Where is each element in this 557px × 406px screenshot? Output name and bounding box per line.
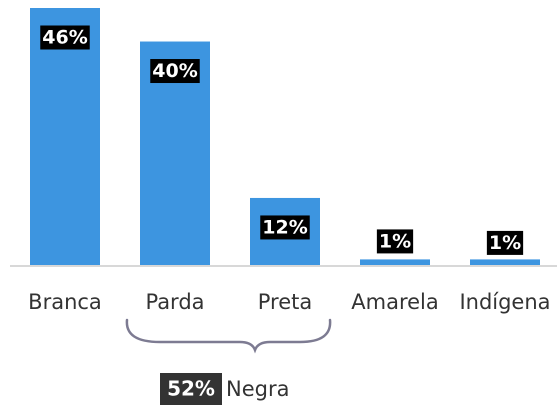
value-label-box	[486, 230, 524, 255]
bar	[360, 259, 430, 265]
annotation-box	[160, 373, 222, 405]
value-label: 40%	[152, 60, 197, 82]
annotation-label: 52%	[167, 377, 215, 401]
value-label: 46%	[42, 27, 87, 49]
value-label-box	[260, 215, 310, 240]
value-label-box	[376, 229, 414, 254]
bar	[30, 8, 100, 265]
value-label-box	[40, 25, 90, 50]
x-tick-label: Parda	[145, 290, 204, 314]
value-label-box	[150, 59, 200, 84]
bar	[470, 259, 540, 265]
x-tick-label: Amarela	[351, 290, 439, 314]
value-label: 1%	[379, 230, 411, 252]
annotation-text: Negra	[226, 377, 289, 401]
brace	[125, 318, 332, 354]
x-tick-label: Indígena	[459, 290, 550, 314]
x-tick-label: Preta	[258, 290, 313, 314]
x-tick-label: Branca	[28, 290, 102, 314]
value-label: 12%	[262, 216, 307, 238]
value-label: 1%	[489, 232, 521, 254]
